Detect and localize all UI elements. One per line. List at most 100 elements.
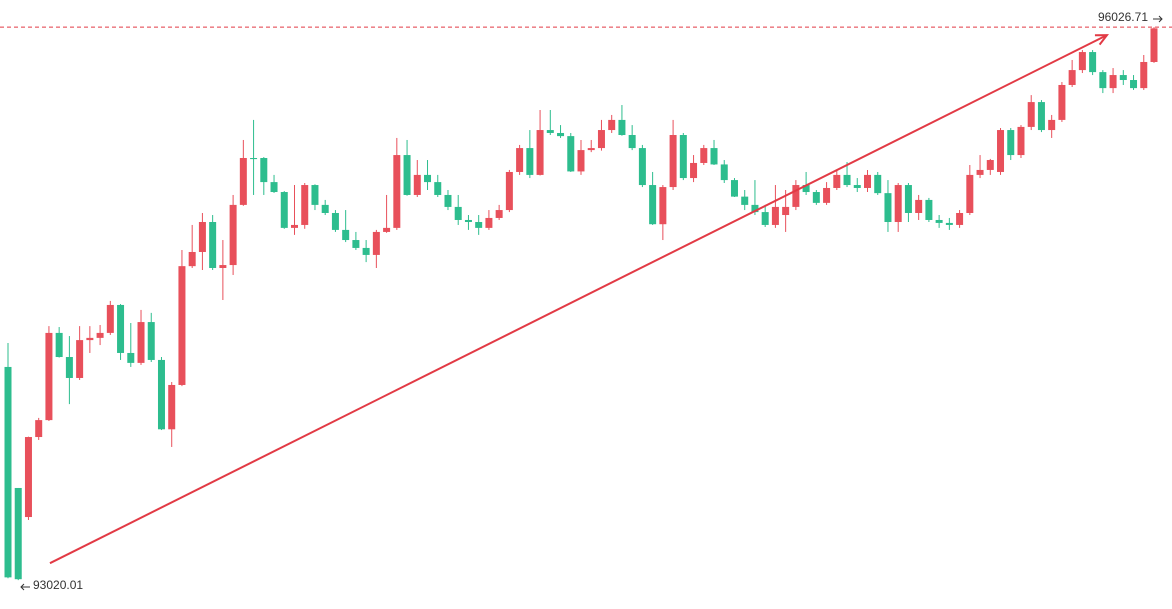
candle-body — [1027, 102, 1035, 127]
candle-body — [536, 130, 544, 175]
candle-body — [229, 204, 237, 266]
candle-body — [280, 192, 288, 228]
candle-body — [219, 265, 227, 268]
candle-body — [372, 231, 380, 255]
candle-body — [65, 357, 73, 378]
candle-body — [792, 185, 800, 207]
candle-body — [874, 174, 882, 194]
candle-body — [35, 420, 43, 438]
candle-body — [618, 119, 626, 136]
candle-body — [915, 199, 923, 213]
candle-body — [884, 193, 892, 223]
candle-body — [485, 217, 493, 228]
candle-body — [117, 304, 125, 353]
candle-body — [454, 206, 462, 220]
trend-arrow-head — [1094, 34, 1109, 46]
candle-body — [188, 251, 196, 267]
candle-body — [1058, 84, 1066, 120]
candle-body — [86, 337, 94, 341]
candle-body — [741, 196, 749, 205]
candle-body — [853, 185, 861, 188]
candle-body — [751, 204, 759, 213]
candle-body — [659, 187, 667, 225]
candle-body — [137, 322, 145, 363]
candle-body — [833, 174, 841, 188]
candle-body — [147, 322, 155, 360]
candle-body — [823, 187, 831, 203]
candle-body — [587, 148, 595, 151]
candle-body — [843, 174, 851, 186]
candle-body — [157, 359, 165, 430]
candle-body — [168, 384, 176, 430]
candle-body — [1007, 130, 1015, 156]
candle-body — [526, 148, 534, 175]
candle-body — [1140, 61, 1148, 89]
candle-body — [209, 222, 217, 268]
max-price-label: 96026.71 — [1098, 10, 1148, 24]
candle-body — [342, 229, 350, 241]
candle-body — [1089, 52, 1097, 73]
candle-body — [311, 185, 319, 205]
candle-body — [321, 204, 329, 213]
candle-body — [966, 174, 974, 213]
candle-body — [577, 150, 585, 172]
candle-body — [567, 136, 575, 172]
candle-body — [1037, 102, 1045, 131]
candle-body — [864, 174, 871, 188]
candle-body — [669, 135, 677, 188]
candle-body — [495, 210, 503, 218]
trend-line — [49, 34, 1108, 565]
candle-body — [945, 222, 953, 225]
candle-body — [239, 157, 247, 205]
candle-body — [997, 130, 1005, 172]
candle-body — [76, 340, 84, 378]
candle-body — [710, 148, 718, 165]
candle-body — [475, 222, 483, 228]
candle-body — [291, 224, 298, 228]
candle-body — [1130, 80, 1138, 89]
candle-body — [771, 206, 779, 225]
max-arrow-head — [1158, 15, 1163, 23]
candle-body — [505, 171, 513, 211]
candle-body — [250, 157, 258, 160]
candle-body — [178, 266, 186, 385]
candle-body — [14, 487, 22, 580]
candle-body — [24, 437, 32, 518]
candle-body — [1150, 28, 1158, 62]
candle-body — [434, 182, 442, 195]
candle-body — [720, 164, 728, 181]
min-price-label: 93020.01 — [33, 578, 83, 592]
candle-body — [690, 162, 698, 179]
candle-body — [935, 219, 943, 223]
candle-body — [393, 155, 401, 228]
candle-body — [45, 332, 53, 421]
candle-body — [352, 240, 360, 248]
candle-body — [383, 227, 391, 232]
candle-body — [1119, 75, 1127, 81]
candle-body — [597, 130, 605, 149]
candle-body — [638, 148, 646, 186]
candle-body — [608, 119, 616, 131]
candle-body — [904, 185, 912, 213]
candle-body — [761, 212, 769, 225]
candle-body — [331, 212, 339, 230]
candle-body — [976, 169, 984, 175]
candle-body — [96, 332, 104, 338]
candle-body — [546, 130, 554, 133]
candle-body — [362, 247, 370, 255]
candle-body — [413, 174, 421, 195]
candle-body — [424, 174, 432, 183]
min-arrow-head — [20, 583, 25, 591]
candle-body — [301, 185, 309, 225]
candle-body — [55, 332, 63, 358]
candle-body — [782, 206, 790, 216]
candle-body — [679, 135, 687, 179]
candle-body — [986, 160, 994, 170]
candle-body — [956, 212, 964, 225]
candle-body — [444, 194, 452, 207]
candle-body — [628, 135, 636, 149]
candle-body — [802, 185, 810, 193]
candle-body — [1109, 75, 1117, 89]
candle-body — [894, 185, 902, 223]
